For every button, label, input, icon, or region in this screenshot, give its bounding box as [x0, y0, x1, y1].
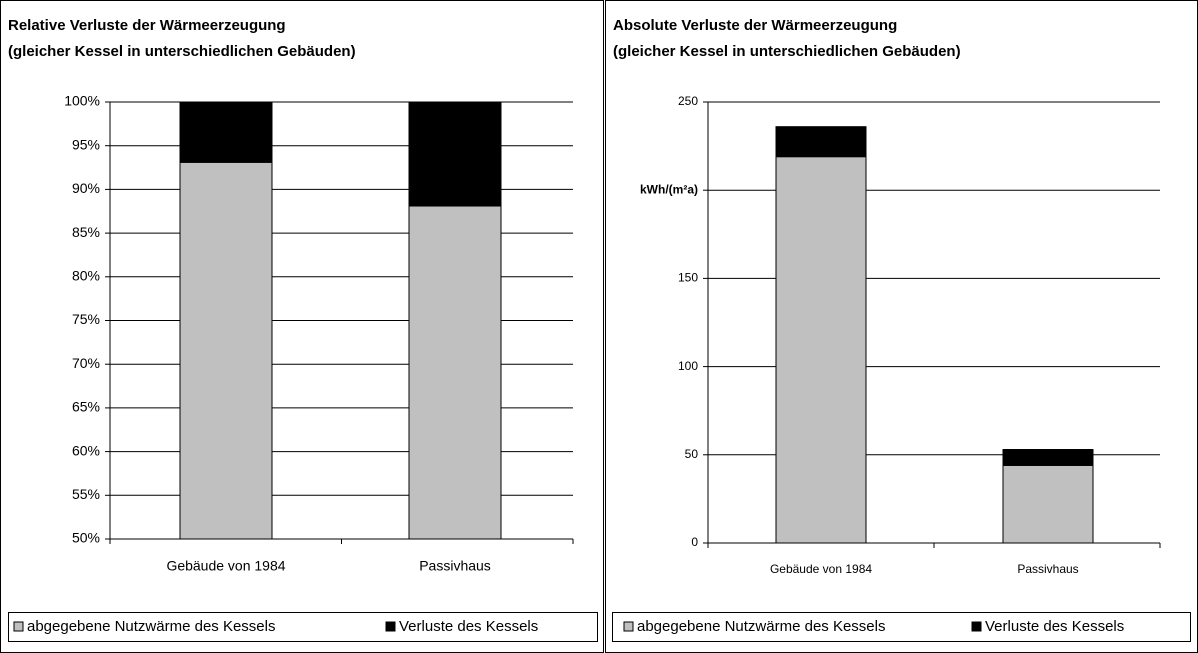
legend-label: abgegebene Nutzwärme des Kessels [637, 618, 885, 635]
legend-label: Verluste des Kessels [985, 618, 1124, 635]
legend-label: Verluste des Kessels [399, 618, 538, 635]
bar-segment [179, 101, 273, 163]
y-tick-label: 90% [72, 180, 100, 196]
y-tick-label: kWh/(m²a) [640, 182, 698, 196]
y-tick-label: 150 [678, 271, 698, 285]
bar-segment [408, 205, 502, 540]
y-tick-label: 55% [72, 486, 100, 502]
chart-subtitle: (gleicher Kessel in unterschiedlichen Ge… [8, 43, 356, 60]
x-tick-label: Passivhaus [419, 558, 491, 574]
panel [0, 0, 604, 653]
panel [605, 0, 1198, 653]
legend-box [612, 612, 1191, 642]
bar-segment [775, 126, 867, 158]
y-tick-label: 0 [691, 535, 698, 549]
legend-swatch [13, 621, 24, 632]
chart-title: Relative Verluste der Wärmeerzeugung [8, 17, 286, 34]
chart-title: Absolute Verluste der Wärmeerzeugung [613, 17, 897, 34]
x-tick-label: Gebäude von 1984 [166, 558, 285, 574]
bar-segment [408, 101, 502, 207]
y-tick-label: 50% [72, 530, 100, 546]
y-tick-label: 50 [685, 447, 699, 461]
y-tick-label: 75% [72, 311, 100, 327]
chart-subtitle: (gleicher Kessel in unterschiedlichen Ge… [613, 43, 961, 60]
y-tick-label: 95% [72, 136, 100, 152]
bar-segment [775, 156, 867, 544]
y-tick-label: 85% [72, 224, 100, 240]
y-tick-label: 70% [72, 355, 100, 371]
y-tick-label: 80% [72, 268, 100, 284]
legend-box [8, 612, 598, 642]
bar-segment [1002, 464, 1094, 544]
x-tick-label: Gebäude von 1984 [770, 562, 872, 576]
bar-segment [179, 161, 273, 540]
y-tick-label: 100% [64, 93, 100, 109]
x-tick-label: Passivhaus [1017, 562, 1078, 576]
legend-swatch [623, 621, 634, 632]
legend-swatch [971, 621, 982, 632]
bar-segment [1002, 449, 1094, 466]
y-tick-label: 250 [678, 94, 698, 108]
y-tick-label: 60% [72, 442, 100, 458]
legend-swatch [385, 621, 396, 632]
legend-label: abgegebene Nutzwärme des Kessels [27, 618, 275, 635]
y-tick-label: 65% [72, 399, 100, 415]
y-tick-label: 100 [678, 359, 698, 373]
